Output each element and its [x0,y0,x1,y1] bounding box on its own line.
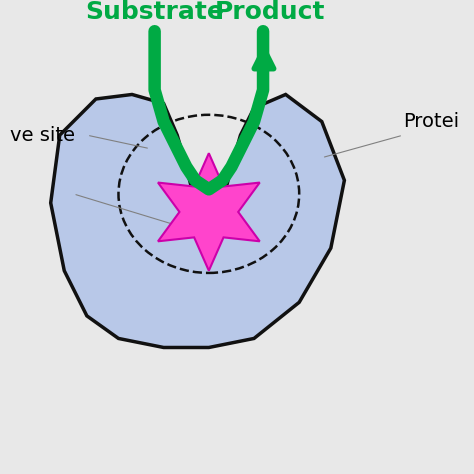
Text: Protei: Protei [403,112,459,131]
Text: Substrate: Substrate [85,0,224,25]
Polygon shape [158,153,260,271]
Polygon shape [51,94,345,347]
Text: ve site: ve site [10,126,75,145]
Text: Product: Product [215,0,325,25]
